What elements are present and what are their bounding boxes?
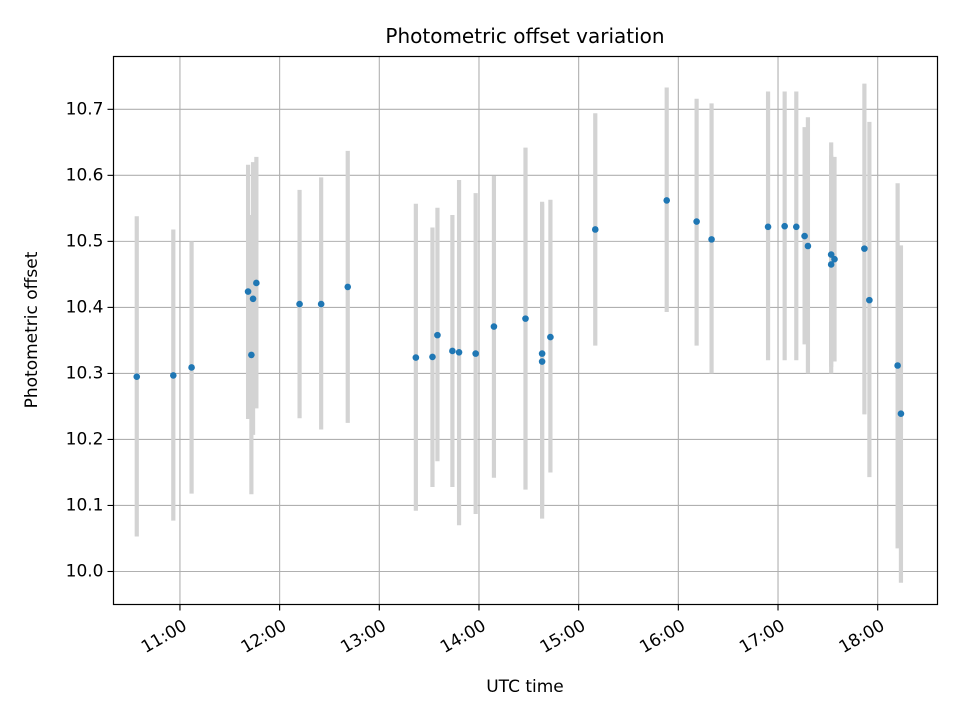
data-point	[170, 372, 177, 379]
chart-title: Photometric offset variation	[385, 24, 664, 48]
data-point	[490, 323, 498, 330]
y-tick-label: 10.0	[66, 561, 104, 581]
data-point	[831, 255, 838, 263]
data-point	[708, 236, 715, 243]
x-tick-label: 18:00	[836, 616, 888, 658]
x-tick-label: 11:00	[138, 616, 190, 658]
y-tick-label: 10.3	[66, 363, 104, 383]
data-point	[449, 347, 456, 355]
x-tick-label: 14:00	[437, 616, 489, 658]
y-tick-label: 10.6	[66, 165, 104, 185]
x-tick-label: 12:00	[238, 616, 290, 658]
data-point	[897, 410, 905, 417]
data-point	[894, 362, 901, 369]
x-tick-label: 15:00	[537, 616, 589, 658]
y-tick-label: 10.5	[66, 231, 104, 251]
data-point	[429, 353, 436, 361]
data-point	[317, 300, 325, 308]
data-point	[801, 232, 808, 240]
data-point	[253, 279, 260, 287]
y-tick-label: 10.7	[66, 99, 104, 119]
data-point	[693, 218, 700, 225]
x-tick-label: 17:00	[736, 616, 788, 658]
data-points	[133, 197, 905, 417]
data-point	[344, 283, 352, 291]
y-tick-label: 10.1	[66, 495, 104, 515]
y-tick-label: 10.4	[66, 297, 104, 317]
plot-area-frame	[112, 55, 939, 606]
data-point	[249, 295, 257, 303]
data-point	[827, 251, 835, 258]
data-point	[547, 333, 554, 341]
data-point	[472, 350, 479, 357]
data-point	[522, 315, 529, 322]
data-point	[792, 223, 800, 231]
data-point	[455, 348, 463, 356]
data-point	[538, 358, 546, 365]
data-point	[244, 288, 252, 295]
x-axis-label: UTC time	[486, 677, 564, 697]
error-bars	[134, 83, 904, 583]
data-point	[781, 222, 788, 230]
data-point	[764, 223, 772, 231]
data-point	[412, 354, 420, 361]
x-tick-label: 16:00	[636, 616, 688, 658]
data-point	[133, 373, 141, 381]
data-point	[296, 300, 303, 308]
data-point	[538, 350, 546, 357]
data-point	[827, 261, 835, 268]
data-point	[663, 197, 671, 204]
data-point	[434, 331, 441, 339]
y-axis-label: Photometric offset	[22, 251, 42, 408]
data-point	[591, 226, 599, 233]
data-point	[861, 245, 868, 252]
data-point	[804, 242, 812, 250]
x-tick-label: 13:00	[337, 616, 389, 658]
data-point	[188, 364, 195, 371]
data-point	[248, 351, 255, 359]
data-point	[866, 296, 873, 304]
y-tick-label: 10.2	[66, 429, 104, 449]
